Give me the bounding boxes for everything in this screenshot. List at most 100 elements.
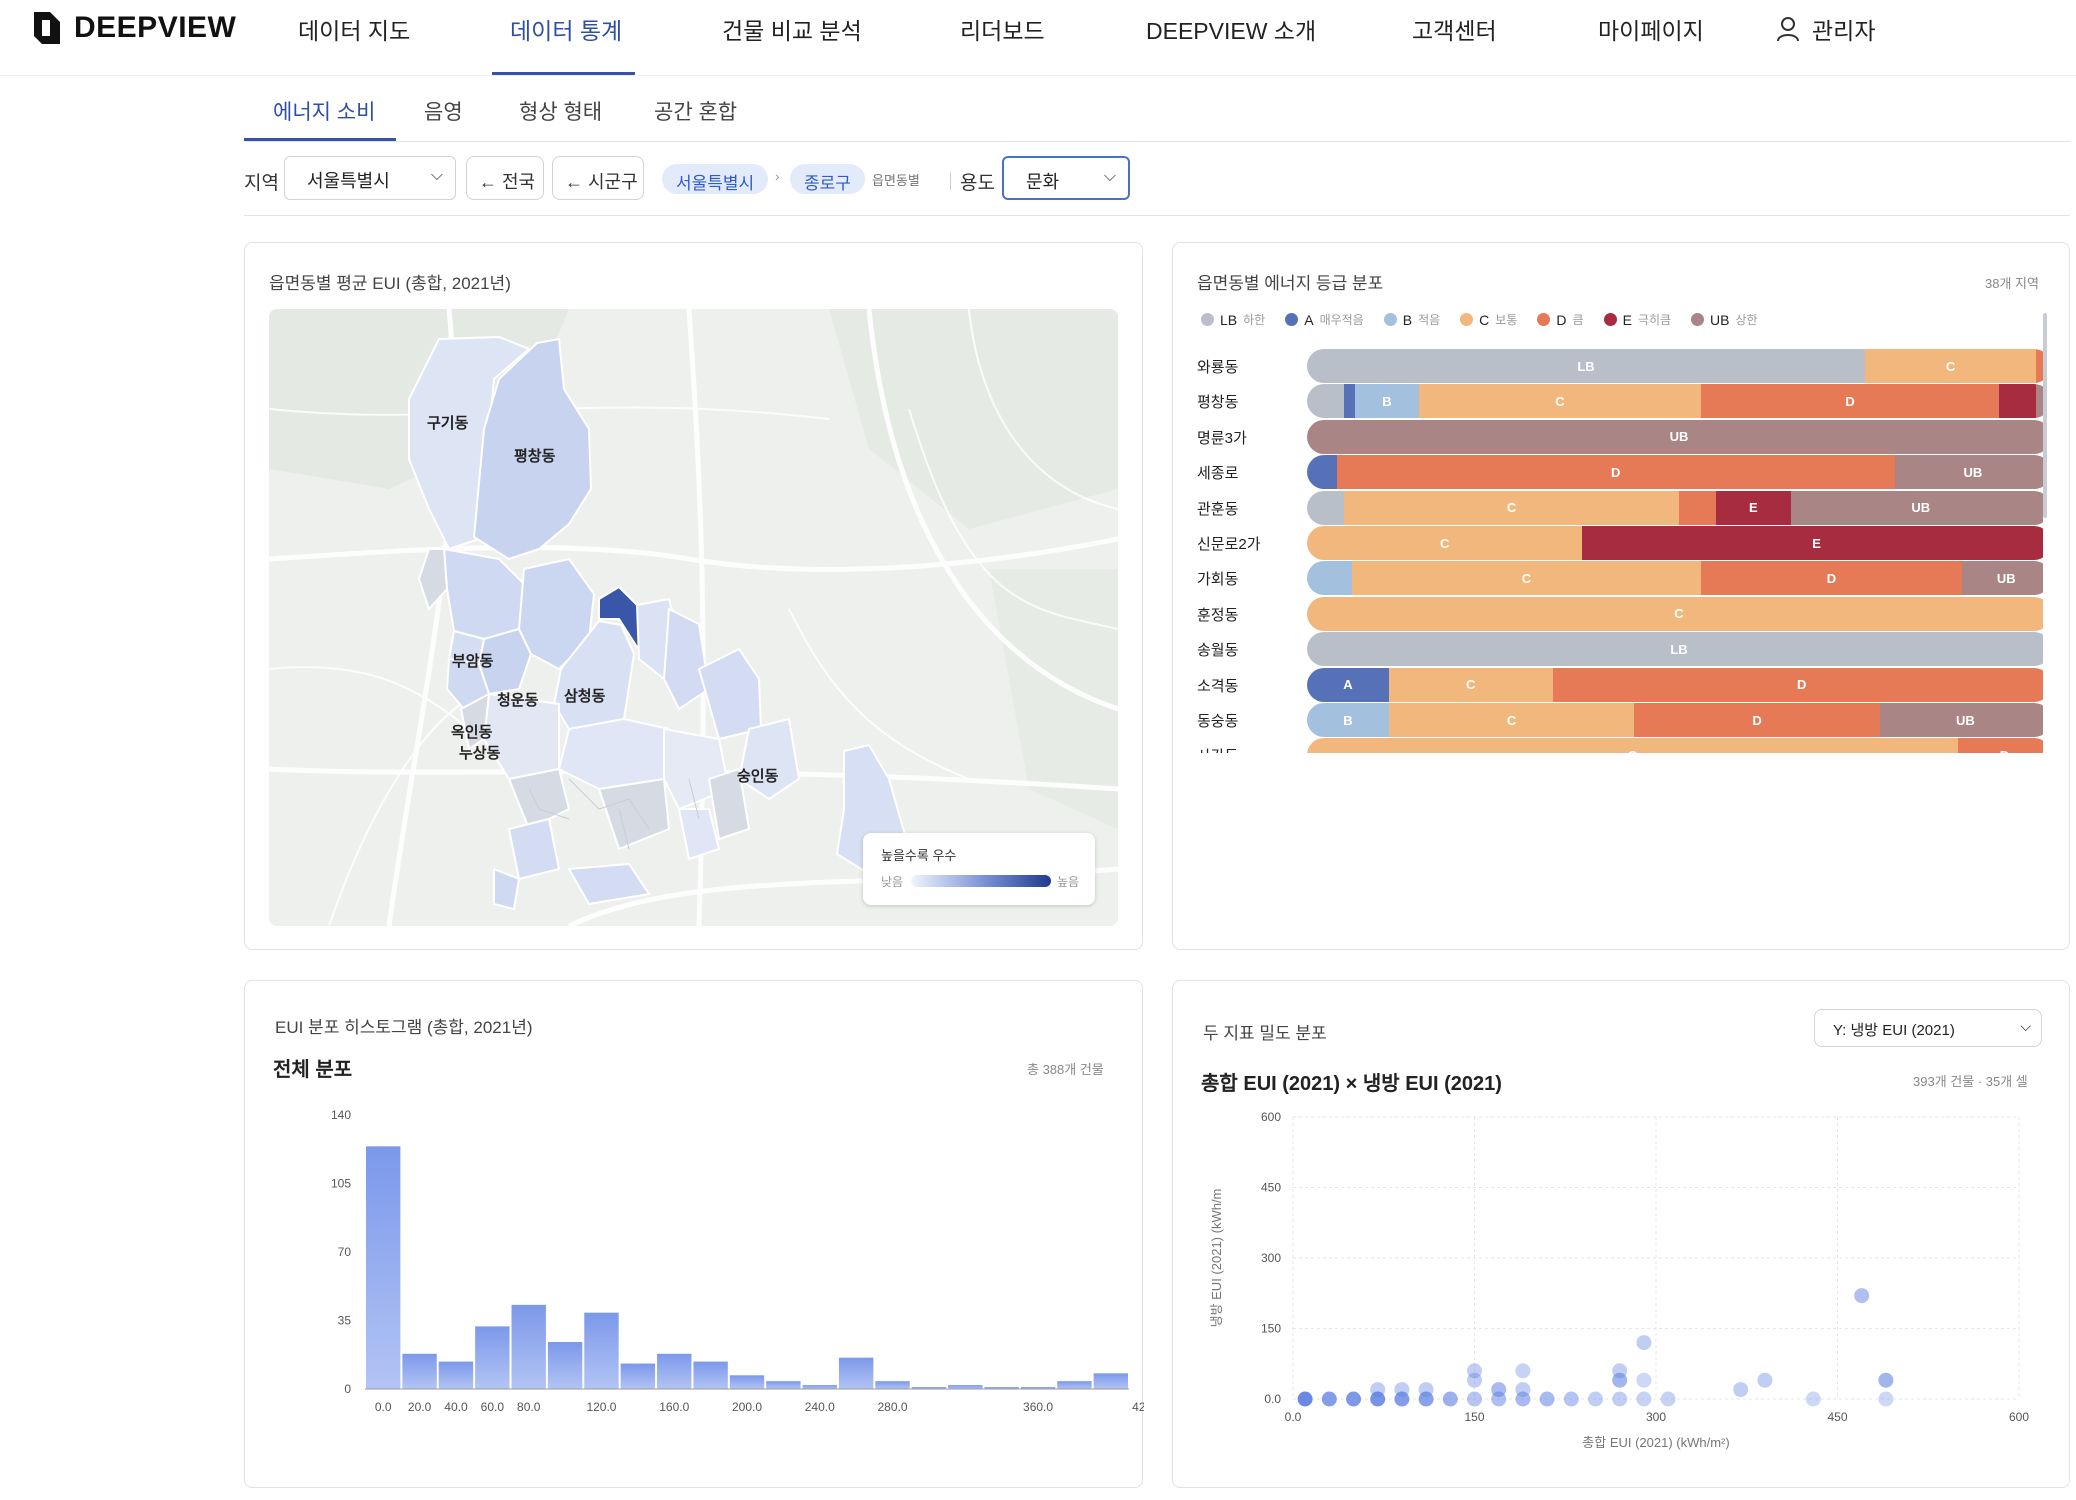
grade-segment-d[interactable]: D — [1701, 384, 1999, 419]
tab-space-mix[interactable]: 공간 혼합 — [654, 101, 738, 124]
nav-about[interactable]: DEEPVIEW 소개 — [1146, 18, 1317, 44]
scatter-point[interactable] — [1636, 1372, 1652, 1388]
user-menu[interactable]: 관리자 — [1776, 12, 1875, 46]
grade-bar-row[interactable]: 와룡동 LB C — [1193, 347, 2043, 383]
scatter-point[interactable] — [1636, 1391, 1652, 1407]
grade-list-scrollbar[interactable] — [2043, 313, 2047, 518]
scatter-point[interactable] — [1515, 1382, 1531, 1398]
scatter-point[interactable] — [1515, 1391, 1531, 1407]
breadcrumb-district[interactable]: 종로구 — [790, 164, 865, 194]
histogram-bar[interactable] — [984, 1387, 1019, 1389]
grade-segment-c[interactable]: C — [1865, 349, 2037, 383]
grade-segment-c[interactable]: C — [1388, 703, 1635, 737]
grade-segment-ub[interactable]: UB — [1790, 490, 2043, 525]
histogram-bar[interactable] — [948, 1385, 983, 1389]
histogram-bar[interactable] — [729, 1375, 765, 1389]
grade-segment-c[interactable]: C — [1351, 561, 1702, 596]
nav-building-compare[interactable]: 건물 비교 분석 — [722, 18, 862, 44]
histogram-bar[interactable] — [1057, 1381, 1092, 1389]
grade-segment-ub[interactable] — [2036, 384, 2043, 419]
histogram-bar[interactable] — [1020, 1387, 1056, 1389]
scatter-point[interactable] — [1878, 1391, 1894, 1407]
grade-bar-row[interactable]: 관훈동 C E UB — [1193, 489, 2043, 525]
scatter-point[interactable] — [1612, 1372, 1628, 1388]
grade-bar-row[interactable]: 소격동 A C D — [1193, 666, 2043, 702]
grade-bar-row[interactable]: 동숭동 B C D UB — [1193, 701, 2043, 737]
histogram-bar[interactable] — [1093, 1373, 1128, 1389]
grade-bar-row[interactable]: 송월동 LB — [1193, 630, 2043, 667]
grade-segment-lb[interactable]: LB — [1307, 632, 2043, 667]
scatter-point[interactable] — [1418, 1391, 1434, 1407]
histogram-bar[interactable] — [766, 1381, 801, 1389]
scatter-point[interactable] — [1878, 1372, 1894, 1388]
tab-shape-form[interactable]: 형상 형태 — [519, 101, 603, 124]
histogram-bar[interactable] — [620, 1363, 656, 1389]
histogram-bar[interactable] — [911, 1387, 947, 1389]
grade-bar-row[interactable]: 명륜3가 UB — [1193, 418, 2043, 454]
grade-segment-ub[interactable]: UB — [1307, 419, 2043, 454]
grade-segment-e[interactable]: E — [1582, 526, 2043, 560]
grade-segment-a[interactable] — [1344, 384, 1356, 419]
scatter-point[interactable] — [1321, 1391, 1337, 1407]
grade-segment-d[interactable]: D — [1552, 667, 2043, 702]
grade-segment-c[interactable]: C — [1307, 596, 2043, 631]
grade-segment-c[interactable]: C — [1307, 526, 1583, 560]
scatter-point[interactable] — [1394, 1391, 1410, 1407]
histogram-bar[interactable] — [511, 1304, 546, 1389]
scatter-point[interactable] — [1660, 1391, 1676, 1407]
scatter-point[interactable] — [1394, 1382, 1410, 1398]
nav-leaderboard[interactable]: 리더보드 — [960, 18, 1045, 44]
scatter-point[interactable] — [1733, 1382, 1749, 1398]
scatter-point[interactable] — [1757, 1372, 1773, 1388]
grade-segment-c[interactable]: C — [1418, 384, 1702, 419]
scatter-point[interactable] — [1588, 1391, 1603, 1407]
grade-segment-d[interactable] — [1678, 490, 1717, 525]
scatter-point[interactable] — [1491, 1382, 1507, 1398]
use-select[interactable]: 문화 ⌵ — [1002, 156, 1130, 200]
grade-segment-e[interactable]: E — [1716, 490, 1791, 525]
grade-segment-e[interactable] — [1998, 384, 2037, 419]
back-to-national-button[interactable]: ← 전국 — [466, 156, 544, 200]
histogram-bar[interactable] — [838, 1357, 874, 1389]
scatter-point[interactable] — [1854, 1288, 1870, 1304]
grade-segment-b[interactable]: B — [1355, 384, 1419, 419]
scatter-point[interactable] — [1346, 1391, 1361, 1407]
eui-choropleth-map[interactable]: 구기동 평창동 부암동 삼청동 청운동 — [269, 309, 1118, 926]
grade-bar-row[interactable]: 사간동 CD — [1193, 736, 2043, 753]
histogram-bar[interactable] — [438, 1361, 474, 1389]
grade-segment-b[interactable] — [1307, 561, 1352, 596]
grade-segment-c[interactable]: C — [1307, 738, 1958, 753]
scatter-point[interactable] — [1563, 1391, 1579, 1407]
histogram-bar[interactable] — [802, 1385, 837, 1389]
y-metric-select[interactable]: Y: 냉방 EUI (2021) ⌵ — [1814, 1009, 2042, 1047]
histogram-bar[interactable] — [584, 1312, 619, 1389]
grade-segment-d[interactable] — [2036, 349, 2043, 383]
grade-bar-list[interactable]: 와룡동 LB C 평창동 B C D 명륜3가 UB 세종로 D UB 관훈동 C E UB 신문로2가 C E 가회… — [1193, 343, 2043, 753]
scatter-point[interactable] — [1370, 1391, 1386, 1407]
scatter-point[interactable] — [1612, 1363, 1628, 1379]
tab-energy-consumption[interactable]: 에너지 소비 — [273, 101, 376, 124]
grade-segment-d[interactable]: D — [1634, 703, 1880, 737]
grade-segment-c[interactable]: C — [1344, 490, 1679, 525]
scatter-point[interactable] — [1515, 1363, 1531, 1379]
grade-segment-d[interactable]: D — [1336, 455, 1895, 490]
scatter-point[interactable] — [1442, 1391, 1458, 1407]
scatter-point[interactable] — [1418, 1382, 1434, 1398]
nav-customer-center[interactable]: 고객센터 — [1412, 18, 1497, 44]
scatter-point[interactable] — [1467, 1391, 1482, 1407]
region-select[interactable]: 서울특별시 ⌵ — [284, 156, 456, 200]
grade-segment-c[interactable]: C — [1388, 667, 1553, 702]
histogram-bar[interactable] — [547, 1342, 583, 1389]
grade-segment-a[interactable] — [1307, 455, 1337, 490]
scatter-point[interactable] — [1467, 1372, 1482, 1388]
histogram-bar[interactable] — [657, 1353, 692, 1389]
grade-segment-d[interactable]: D — [1958, 738, 2043, 753]
scatter-point[interactable] — [1636, 1335, 1652, 1351]
breadcrumb-city[interactable]: 서울특별시 — [662, 164, 769, 194]
histogram-bar[interactable] — [875, 1381, 910, 1389]
grade-bar-row[interactable]: 훈정동 C — [1193, 595, 2043, 631]
scatter-point[interactable] — [1612, 1391, 1628, 1407]
scatter-point[interactable] — [1297, 1391, 1313, 1407]
grade-segment-b[interactable]: B — [1307, 703, 1389, 737]
grade-bar-row[interactable]: 가회동 C D UB — [1193, 559, 2043, 596]
